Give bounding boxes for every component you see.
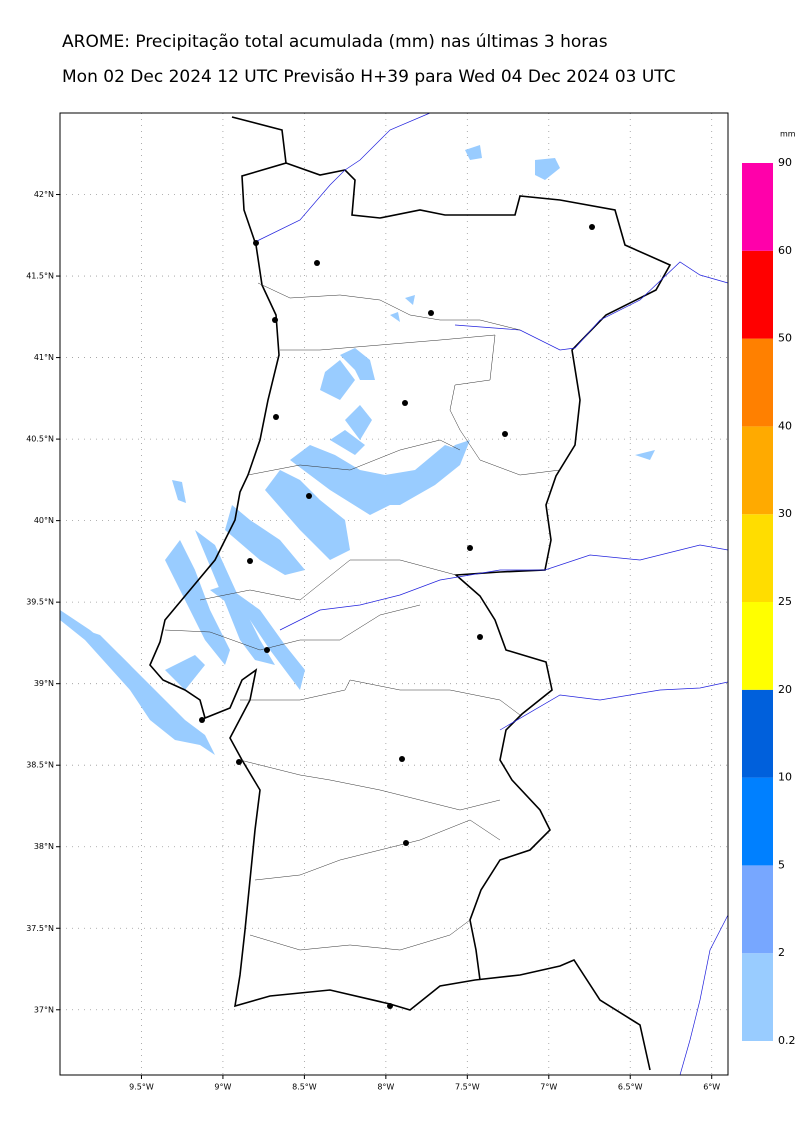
colorbar-label: 40 <box>778 419 792 432</box>
colorbar-segment <box>742 602 773 690</box>
colorbar-unit: mm <box>780 130 796 139</box>
colorbar-segment <box>742 338 773 427</box>
colorbar-label: 2 <box>778 946 785 959</box>
colorbar-label: 10 <box>778 771 792 784</box>
colorbar-segment <box>742 777 773 866</box>
y-tick-label: 37.5°N <box>26 924 54 933</box>
precipitation <box>60 145 655 755</box>
colorbar-segment <box>742 426 773 515</box>
map-frame <box>59 112 729 1076</box>
subtitle: Mon 02 Dec 2024 12 UTC Previsão H+39 par… <box>62 67 676 87</box>
y-tick-label: 40°N <box>34 516 54 525</box>
y-tick-label: 40.5°N <box>26 435 54 444</box>
axis-labels: 9.5°W 9°W 8.5°W 8°W 7.5°W 7°W 6.5°W 6°W 42°N 41.5… <box>26 190 720 1091</box>
y-tick-label: 41°N <box>34 353 54 362</box>
x-tick-label: 9.5°W <box>129 1083 154 1092</box>
colorbar-label: 30 <box>778 507 792 520</box>
y-tick-label: 41.5°N <box>26 272 54 281</box>
colorbar-segment <box>742 250 773 339</box>
colorbar-label: 50 <box>778 332 792 345</box>
colorbar-label: 60 <box>778 244 792 257</box>
colorbar-segment <box>742 865 773 954</box>
cities <box>199 224 595 1009</box>
colorbar-segment <box>742 953 773 1041</box>
title: AROME: Precipitação total acumulada (mm)… <box>62 32 608 52</box>
colorbar-label: 25 <box>778 595 792 608</box>
colorbar-segment <box>742 514 773 602</box>
coastline <box>149 116 672 1071</box>
colorbar-label: 0.2 <box>778 1034 796 1047</box>
y-tick-label: 38.5°N <box>26 761 54 770</box>
colorbar-segment <box>742 689 773 778</box>
x-tick-label: 6.5°W <box>618 1083 643 1092</box>
colorbar-label: 90 <box>778 156 792 169</box>
colorbar-segment <box>742 163 773 251</box>
y-tick-label: 39.5°N <box>26 598 54 607</box>
x-tick-label: 8°W <box>377 1083 394 1092</box>
x-tick-label: 8.5°W <box>292 1083 317 1092</box>
colorbar-label: 20 <box>778 683 792 696</box>
x-tick-label: 7.5°W <box>455 1083 480 1092</box>
y-tick-label: 38°N <box>34 842 54 851</box>
y-tick-label: 37°N <box>34 1005 54 1014</box>
y-tick-label: 42°N <box>34 190 54 199</box>
colorbar-label: 5 <box>778 858 785 871</box>
x-tick-label: 6°W <box>703 1083 720 1092</box>
x-tick-label: 7°W <box>540 1083 557 1092</box>
district-borders <box>164 282 561 951</box>
rivers <box>254 112 729 1076</box>
graticule <box>60 113 728 1075</box>
y-tick-label: 39°N <box>34 679 54 688</box>
x-tick-label: 9°W <box>214 1083 231 1092</box>
